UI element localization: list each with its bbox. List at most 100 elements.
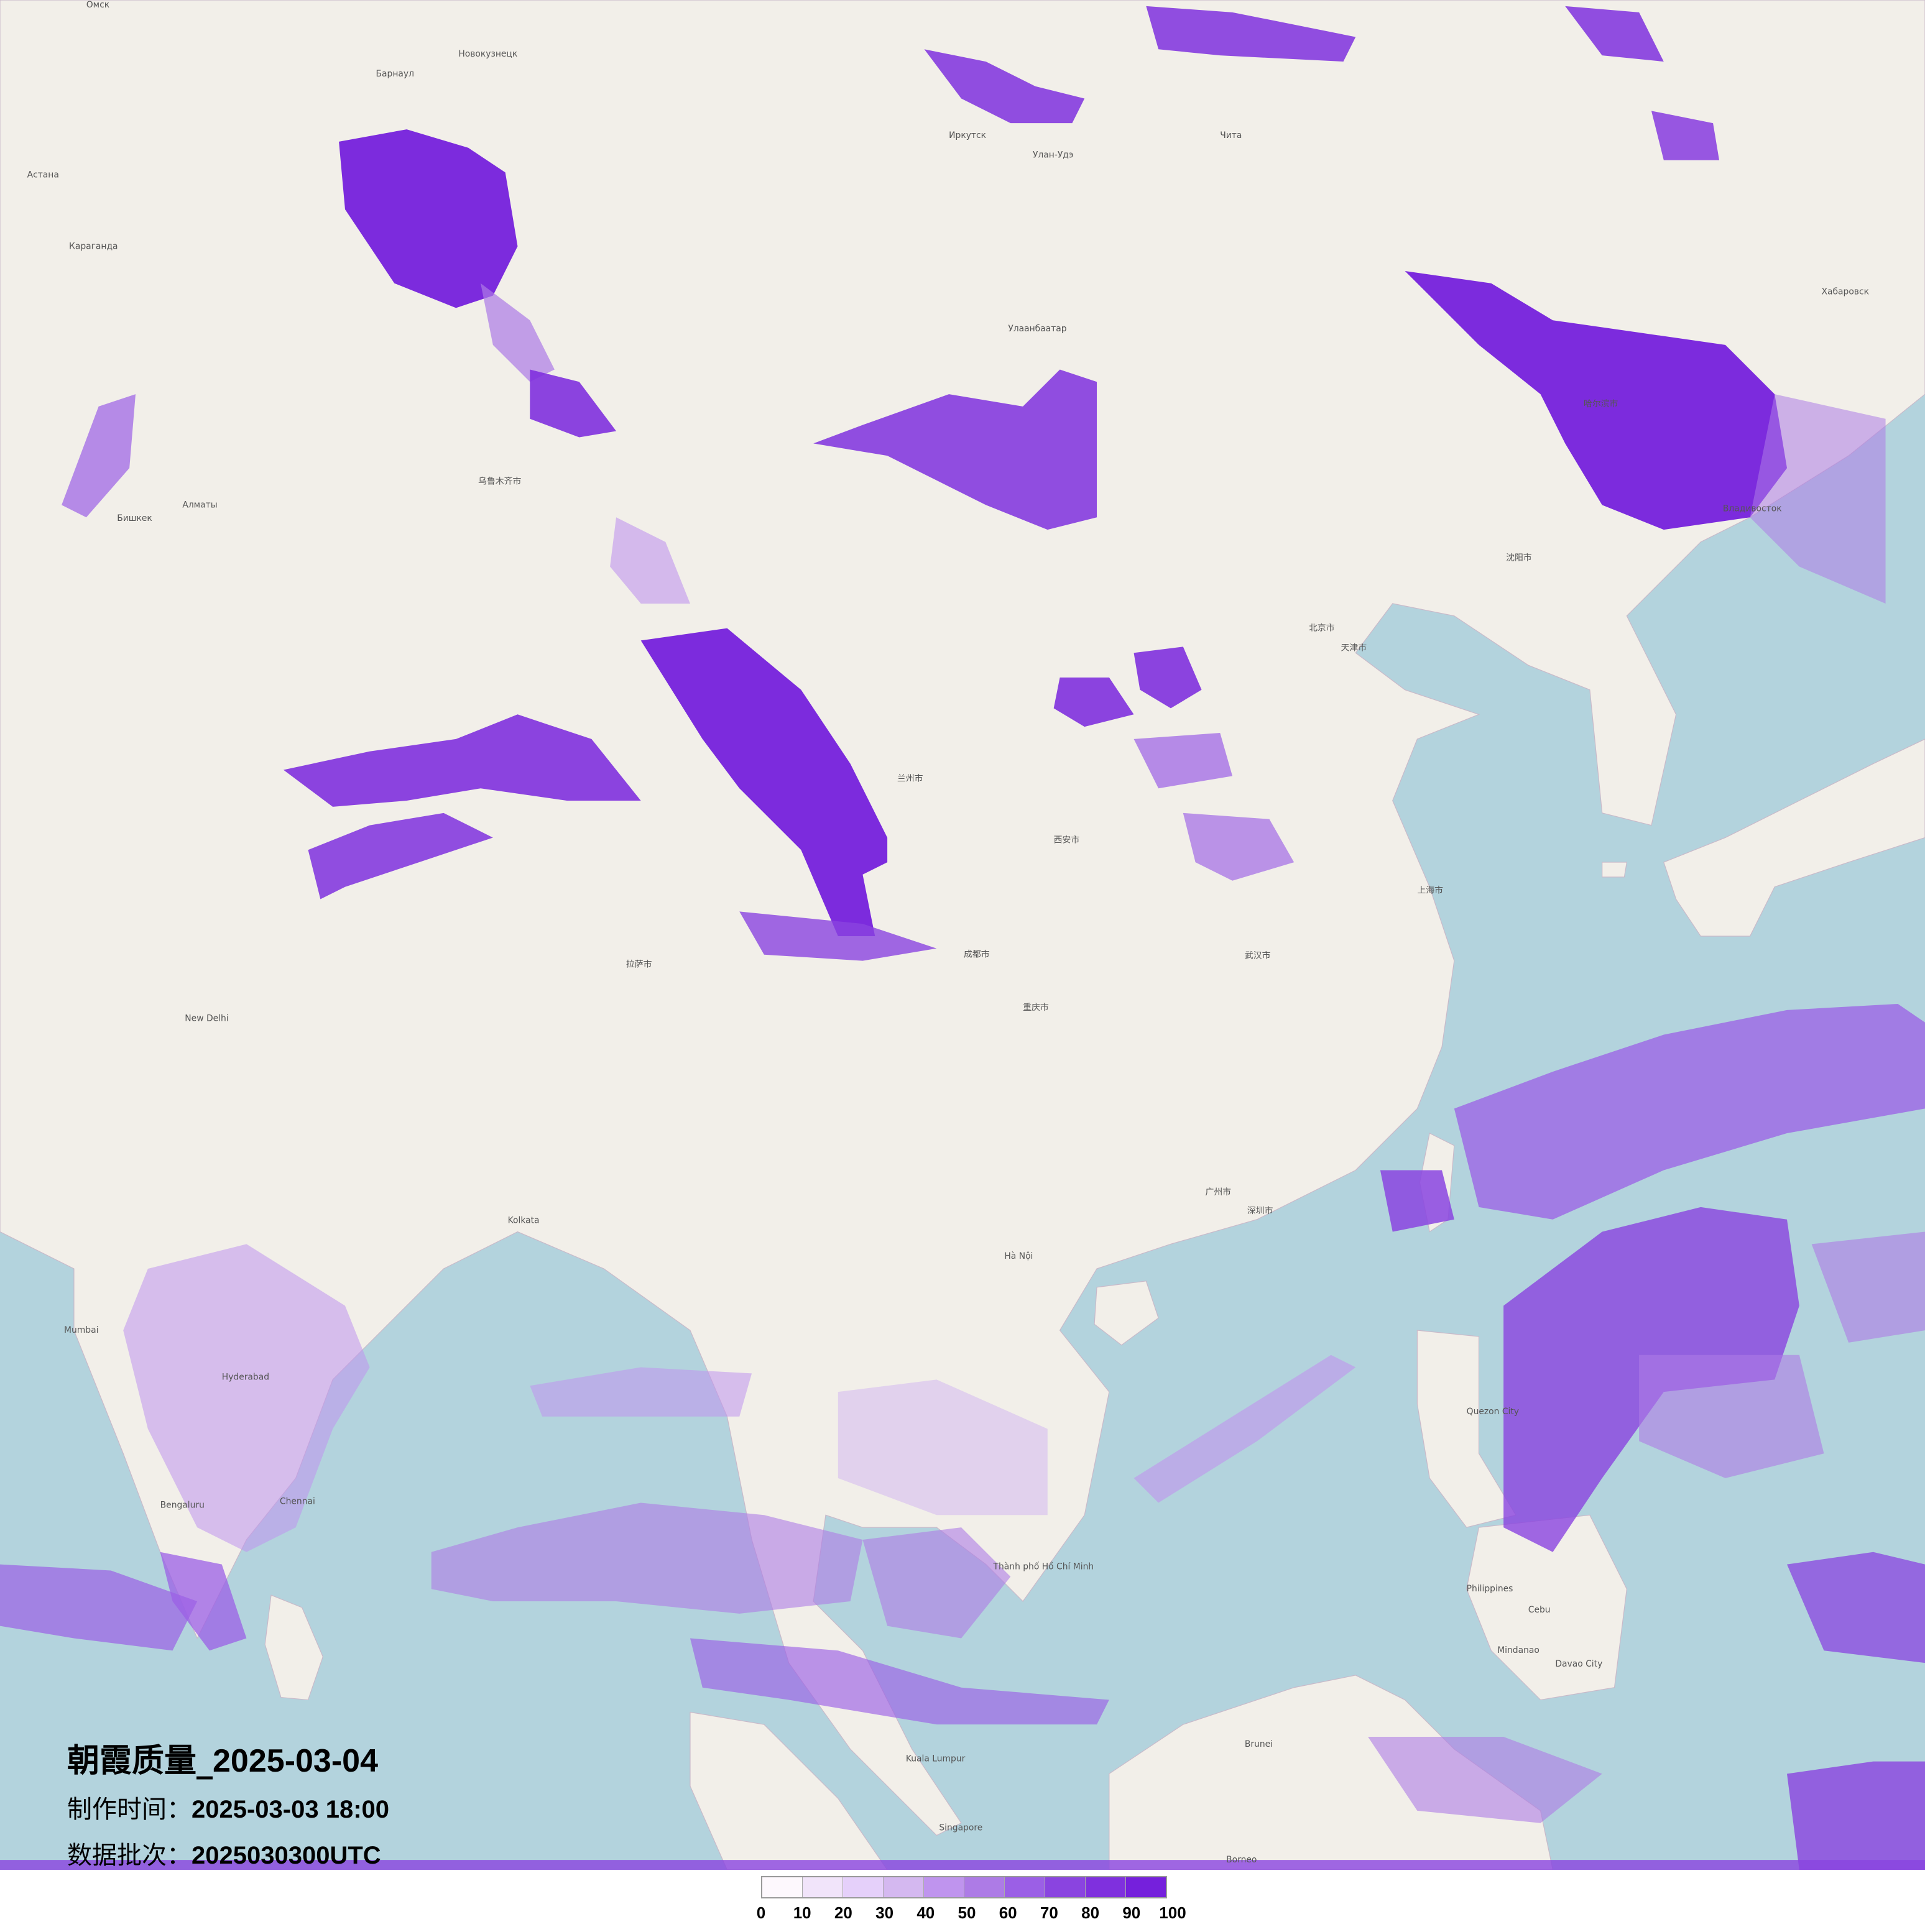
legend-swatch bbox=[843, 1877, 884, 1897]
place-label: Хабаровск bbox=[1822, 287, 1869, 297]
overlay-shanxi bbox=[1053, 677, 1134, 727]
overlay-scs-streak bbox=[1133, 1355, 1356, 1503]
place-label: New Delhi bbox=[185, 1014, 228, 1024]
overlay-bay-of-bengal bbox=[530, 1367, 752, 1417]
land-borneo bbox=[1109, 1675, 1554, 1870]
legend-swatch bbox=[762, 1877, 803, 1897]
landmasses bbox=[0, 0, 1925, 1870]
place-label: 沈阳市 bbox=[1506, 553, 1532, 563]
legend-tick: 60 bbox=[999, 1903, 1017, 1922]
place-label: Mindanao bbox=[1497, 1645, 1540, 1655]
place-label: Иркутск bbox=[949, 131, 986, 140]
place-label: Brunei bbox=[1245, 1739, 1273, 1749]
overlay-se-right bbox=[1787, 1552, 1925, 1663]
sunrise-glow-quality-map[interactable]: Омск Барнаул Новокузнецк Астана Караганда Алм… bbox=[0, 0, 1925, 1870]
place-label: 重庆市 bbox=[1023, 1002, 1049, 1013]
place-label: Philippines bbox=[1467, 1584, 1513, 1594]
place-label: Chennai bbox=[280, 1496, 315, 1506]
overlay-java-sea bbox=[1368, 1736, 1602, 1823]
overlay-pacific-band bbox=[1454, 1003, 1925, 1220]
legend-swatch bbox=[1045, 1877, 1086, 1897]
legend-swatch bbox=[1086, 1877, 1126, 1897]
place-label: Singapore bbox=[939, 1823, 982, 1833]
legend-tick: 40 bbox=[916, 1903, 935, 1922]
place-label: 成都市 bbox=[964, 949, 990, 960]
place-label: Kolkata bbox=[508, 1216, 540, 1226]
legend-tick: 90 bbox=[1122, 1903, 1141, 1922]
overlay-kazakhstan bbox=[339, 129, 518, 308]
land-japan bbox=[1663, 738, 1925, 937]
place-label: 拉萨市 bbox=[626, 959, 652, 970]
color-legend bbox=[761, 1876, 1167, 1898]
place-label: Thành phố Hồ Chí Minh bbox=[993, 1562, 1094, 1572]
overlay-tibet-1 bbox=[283, 714, 641, 807]
overlay-qinghai bbox=[640, 628, 888, 936]
overlay-indochina-light bbox=[838, 1379, 1048, 1516]
overlay-taiwan-strait bbox=[1380, 1170, 1454, 1232]
place-label: 乌鲁木齐市 bbox=[478, 476, 521, 487]
overlay-south-tip bbox=[160, 1552, 247, 1651]
place-label: 武汉市 bbox=[1245, 950, 1271, 961]
title-date: 2025-03-04 bbox=[213, 1743, 379, 1779]
land-mainland bbox=[0, 0, 1925, 1836]
place-label: Караганда bbox=[69, 241, 118, 251]
place-label: 深圳市 bbox=[1247, 1205, 1273, 1216]
overlay-ne-china bbox=[1405, 270, 1788, 530]
place-label: Астана bbox=[27, 170, 59, 180]
place-label: 北京市 bbox=[1309, 623, 1335, 633]
overlay-shandong-south bbox=[1183, 812, 1295, 881]
place-label: Бишкек bbox=[117, 513, 152, 523]
legend-swatch bbox=[1126, 1877, 1166, 1897]
overlay-gansu-light bbox=[610, 517, 690, 604]
overlay-bottom-edge bbox=[0, 1860, 1925, 1870]
legend-tick: 50 bbox=[958, 1903, 976, 1922]
overlay-ne-top2 bbox=[1565, 6, 1664, 62]
overlay-henan bbox=[1133, 733, 1233, 789]
overlay-andaman bbox=[690, 1638, 1109, 1725]
data-batch-label: 数据批次： bbox=[67, 1841, 192, 1870]
data-batch-value: 2025030300UTC bbox=[192, 1842, 381, 1869]
title-label: 朝霞质量_ bbox=[67, 1742, 213, 1780]
overlay-kz-west bbox=[62, 394, 136, 518]
overlay-ne-top bbox=[1146, 6, 1356, 62]
place-label: 哈尔滨市 bbox=[1584, 398, 1618, 409]
legend-tick: 0 bbox=[756, 1903, 766, 1922]
legend-ticks: 0 10 20 30 40 50 60 70 80 90 100 bbox=[757, 1903, 1186, 1925]
legend-swatch bbox=[924, 1877, 964, 1897]
overlay-indian-ocean bbox=[431, 1502, 863, 1614]
overlay-se-bottom bbox=[1787, 1761, 1925, 1870]
legend-swatch bbox=[964, 1877, 1005, 1897]
overlay-gulf-thailand bbox=[862, 1527, 1011, 1639]
place-label: Алматы bbox=[182, 500, 217, 510]
place-label: Mumbai bbox=[64, 1325, 98, 1335]
glow-quality-overlay bbox=[0, 6, 1925, 1870]
legend-swatch bbox=[803, 1877, 843, 1897]
overlay-east-of-ph bbox=[1639, 1355, 1824, 1478]
overlay-maldives-band bbox=[0, 1564, 198, 1651]
overlay-hebei bbox=[1133, 646, 1202, 709]
legend-swatch bbox=[884, 1877, 924, 1897]
place-label: Kuala Lumpur bbox=[906, 1754, 966, 1764]
legend-swatch bbox=[1005, 1877, 1045, 1897]
production-time-label: 制作时间： bbox=[67, 1795, 192, 1824]
legend-tick: 30 bbox=[875, 1903, 894, 1922]
place-label: Владивосток bbox=[1723, 504, 1782, 513]
overlay-mongolia bbox=[813, 369, 1097, 530]
legend-tick: 20 bbox=[834, 1903, 852, 1922]
place-label: Cebu bbox=[1528, 1605, 1551, 1615]
place-label: 广州市 bbox=[1205, 1187, 1231, 1197]
overlay-south-india bbox=[123, 1244, 370, 1552]
overlay-ne-amur bbox=[1651, 111, 1719, 160]
place-label: 上海市 bbox=[1417, 885, 1443, 896]
land-korea-jeju bbox=[1602, 862, 1628, 878]
map-title: 朝霞质量_2025-03-04 bbox=[67, 1734, 378, 1781]
place-label: 西安市 bbox=[1054, 834, 1080, 845]
place-label: Чита bbox=[1220, 131, 1242, 140]
place-label: Davao City bbox=[1555, 1659, 1602, 1669]
place-label: Улан-Удэ bbox=[1033, 150, 1074, 160]
overlay-sichuan bbox=[739, 911, 937, 961]
place-label: Улаанбаатар bbox=[1008, 324, 1066, 334]
place-labels: Омск Барнаул Новокузнецк Астана Караганда Алм… bbox=[27, 0, 1869, 1865]
place-label: Borneo bbox=[1226, 1855, 1257, 1865]
land-sri-lanka bbox=[264, 1594, 323, 1701]
